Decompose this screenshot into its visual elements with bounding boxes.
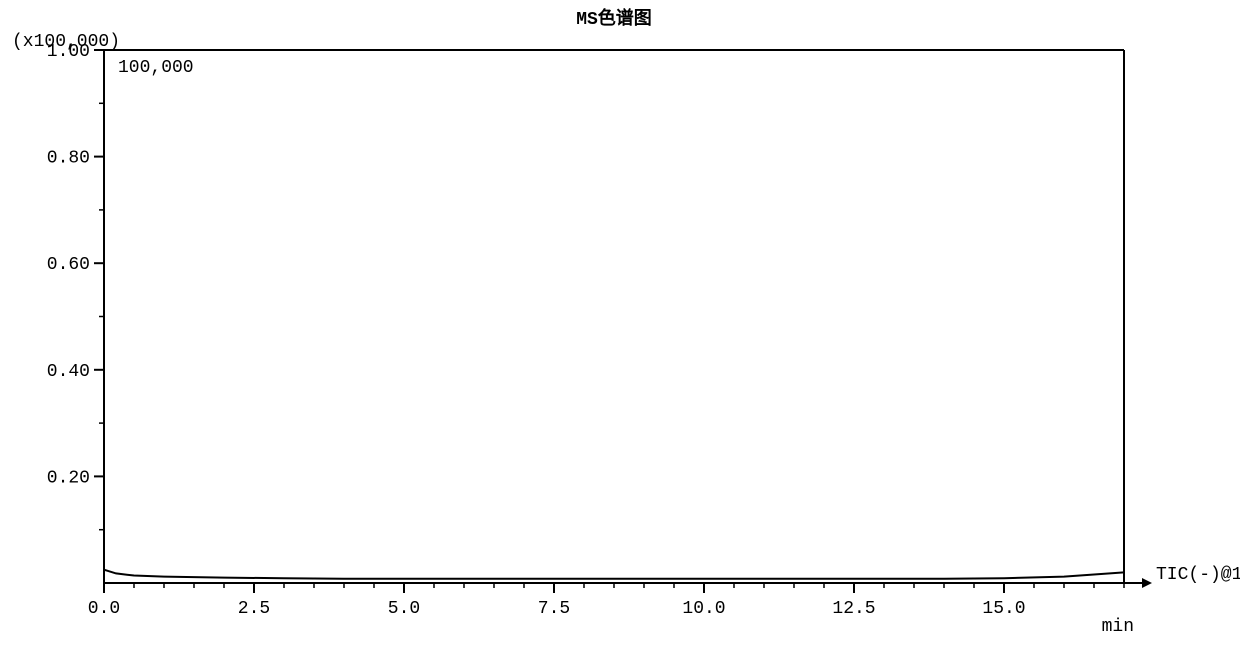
- x-tick-label: 12.5: [832, 599, 875, 619]
- chart-title: MS色谱图: [576, 7, 652, 30]
- series-line: [104, 570, 1124, 579]
- series-label: TIC(-)@1: [1156, 565, 1240, 585]
- ms-chromatogram-chart: MS色谱图(x100,000)100,0000.200.400.600.801.…: [0, 0, 1240, 658]
- x-axis-arrow-icon: [1142, 578, 1152, 588]
- y-tick-label: 0.80: [47, 149, 90, 169]
- chart-container: MS色谱图(x100,000)100,0000.200.400.600.801.…: [0, 0, 1240, 658]
- x-tick-label: 2.5: [238, 599, 270, 619]
- x-tick-label: 0.0: [88, 599, 120, 619]
- y-tick-label: 0.40: [47, 362, 90, 382]
- x-tick-label: 15.0: [982, 599, 1025, 619]
- y-tick-label: 0.60: [47, 255, 90, 275]
- y-tick-label: 0.20: [47, 468, 90, 488]
- x-tick-label: 10.0: [682, 599, 725, 619]
- top-left-annotation: 100,000: [118, 58, 194, 78]
- x-tick-label: 7.5: [538, 599, 570, 619]
- x-unit-label: min: [1102, 617, 1134, 637]
- y-tick-label: 1.00: [47, 42, 90, 62]
- x-tick-label: 5.0: [388, 599, 420, 619]
